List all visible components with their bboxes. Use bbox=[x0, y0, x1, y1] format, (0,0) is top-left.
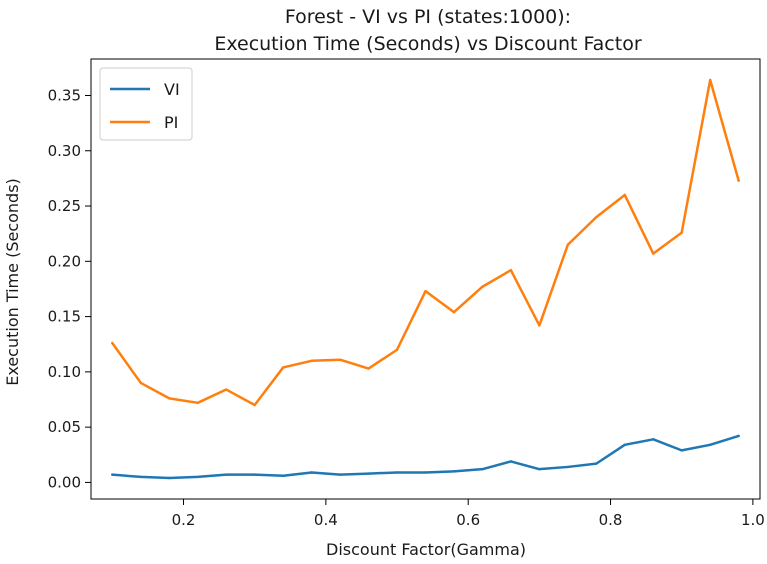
series-layer bbox=[111, 78, 740, 480]
data-point-pi bbox=[111, 341, 114, 345]
data-point-vi bbox=[367, 472, 370, 475]
chart-title-line2: Execution Time (Seconds) vs Discount Fac… bbox=[214, 33, 641, 55]
data-point-pi bbox=[338, 358, 342, 361]
data-point-pi bbox=[538, 324, 541, 327]
data-point-vi bbox=[310, 471, 313, 474]
data-point-vi bbox=[281, 474, 285, 477]
y-axis-ticks: 0.00 0.05 0.10 0.15 0.20 0.25 0.30 0.35 bbox=[48, 86, 91, 491]
data-point-vi bbox=[737, 434, 740, 438]
data-point-pi bbox=[481, 285, 484, 288]
legend: VI PI bbox=[99, 67, 193, 141]
x-axis-label: Discount Factor(Gamma) bbox=[326, 540, 526, 559]
data-point-vi bbox=[139, 475, 143, 479]
plot-area: 0.2 0.4 0.6 0.8 1.0 0.00 0.05 0.10 0.15 0.20 0.25… bbox=[48, 58, 765, 529]
data-point-vi bbox=[225, 473, 228, 476]
data-point-pi bbox=[623, 193, 626, 197]
data-point-vi bbox=[395, 471, 399, 474]
plot-frame bbox=[90, 58, 761, 500]
chart-title-line1: Forest - VI vs PI (states:1000): bbox=[285, 6, 571, 28]
data-point-pi bbox=[452, 310, 456, 314]
x-tick-label: 0.2 bbox=[172, 511, 196, 529]
y-tick-label: 0.25 bbox=[48, 197, 81, 215]
data-point-vi bbox=[338, 473, 342, 476]
data-point-pi bbox=[367, 367, 370, 370]
legend-pi-label: PI bbox=[164, 113, 178, 132]
data-point-pi bbox=[680, 231, 683, 234]
data-point-pi bbox=[737, 179, 740, 182]
data-point-vi bbox=[509, 460, 513, 463]
series-line-pi bbox=[111, 78, 740, 407]
y-tick-label: 0.10 bbox=[48, 363, 81, 381]
data-point-vi bbox=[623, 443, 626, 447]
data-point-pi bbox=[652, 252, 655, 255]
data-point-vi bbox=[111, 473, 114, 476]
data-point-pi bbox=[139, 381, 143, 385]
data-point-vi bbox=[196, 475, 199, 479]
data-point-pi bbox=[509, 268, 513, 272]
data-point-pi bbox=[395, 348, 399, 351]
data-point-pi bbox=[253, 403, 256, 407]
data-point-vi bbox=[652, 438, 655, 441]
y-tick-label: 0.30 bbox=[48, 142, 81, 160]
data-point-pi bbox=[225, 388, 228, 391]
y-tick-label: 0.05 bbox=[48, 418, 81, 436]
data-point-vi bbox=[452, 470, 456, 473]
y-tick-label: 0.35 bbox=[48, 86, 81, 104]
y-axis-label: Execution Time (Seconds) bbox=[3, 178, 22, 386]
data-point-vi bbox=[424, 471, 427, 474]
data-point-vi bbox=[708, 443, 712, 447]
data-point-pi bbox=[168, 397, 171, 400]
data-point-vi bbox=[253, 473, 256, 476]
data-point-pi bbox=[281, 366, 285, 369]
data-point-pi bbox=[310, 359, 313, 363]
y-tick-label: 0.00 bbox=[48, 473, 81, 491]
y-tick-label: 0.20 bbox=[48, 252, 81, 270]
x-tick-label: 0.6 bbox=[456, 511, 480, 529]
x-tick-label: 1.0 bbox=[741, 511, 765, 529]
data-point-pi bbox=[708, 78, 712, 82]
data-point-pi bbox=[566, 243, 570, 246]
x-tick-label: 0.8 bbox=[599, 511, 623, 529]
data-point-vi bbox=[538, 467, 541, 471]
data-point-vi bbox=[566, 465, 570, 469]
y-tick-label: 0.15 bbox=[48, 308, 81, 326]
legend-vi-label: VI bbox=[164, 80, 180, 99]
data-point-vi bbox=[595, 462, 598, 465]
data-point-pi bbox=[595, 215, 598, 219]
x-tick-label: 0.4 bbox=[314, 511, 338, 529]
data-point-pi bbox=[424, 289, 427, 293]
data-point-vi bbox=[168, 476, 171, 480]
x-axis-ticks: 0.2 0.4 0.6 0.8 1.0 bbox=[172, 499, 765, 529]
data-point-pi bbox=[196, 401, 199, 405]
data-point-vi bbox=[680, 449, 683, 452]
data-point-vi bbox=[481, 467, 484, 471]
